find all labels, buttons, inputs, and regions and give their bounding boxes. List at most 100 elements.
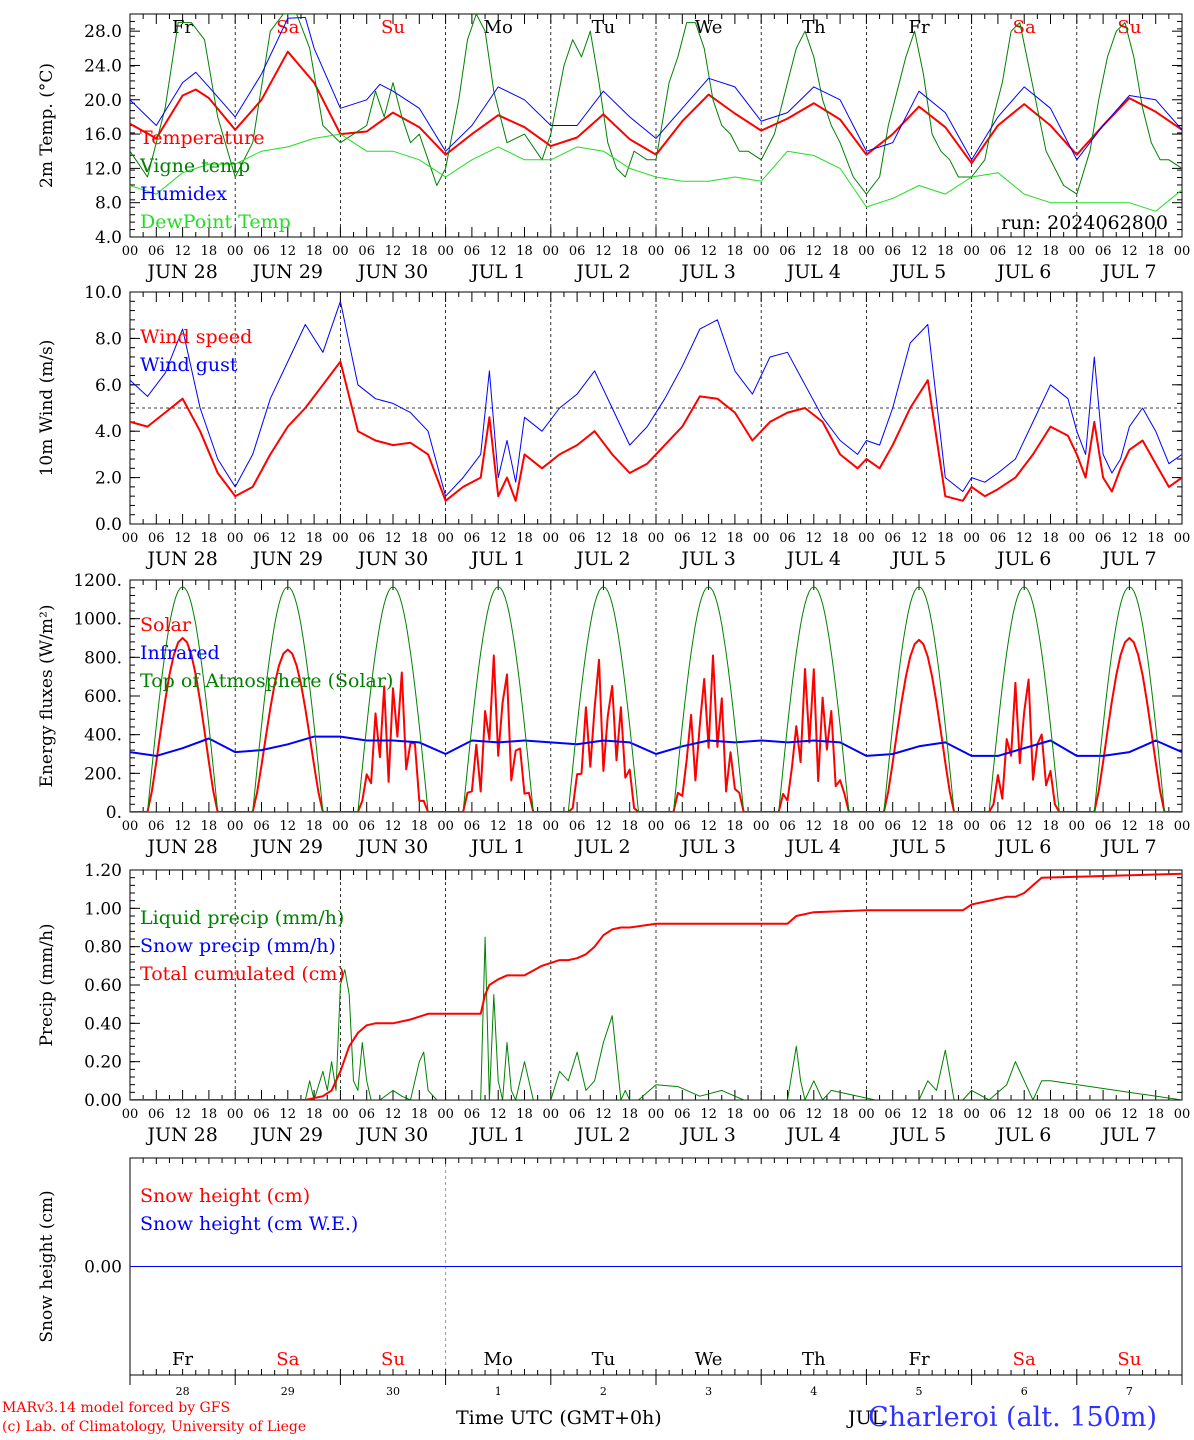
legend-entry: Wind speed (140, 326, 252, 348)
weekday-label: Su (1117, 17, 1141, 38)
legend-entry: Temperature (140, 127, 264, 149)
x-tick-label: 12 (806, 244, 823, 259)
x-tick-label: 12 (806, 1107, 823, 1122)
x-tick-label: 18 (306, 244, 323, 259)
x-tick-label: 06 (1095, 244, 1112, 259)
series-group (130, 872, 1182, 1100)
x-tick-label: 12 (806, 819, 823, 834)
day-number-label: 3 (705, 1385, 712, 1398)
x-tick-label: 12 (280, 531, 297, 546)
panel-wind: 10m Wind (m/s) 0.0 2.0 4.0 6.0 8.0 10.0 00 06 12 1… (37, 283, 1190, 570)
x-tick-label: 00 (543, 819, 560, 834)
y-tick-label: 200. (84, 764, 122, 784)
date-label: JUL 1 (469, 1124, 525, 1146)
x-tick-label: 18 (411, 531, 428, 546)
x-tick-label: 00 (1069, 244, 1086, 259)
x-tick-label: 12 (280, 244, 297, 259)
weekday-label: Fr (908, 1349, 929, 1370)
y-tick-label: 0.20 (84, 1053, 122, 1073)
panel-precip: Precip (mm/h) 0.00 0.20 0.40 0.60 0.80 1.00 1.2… (37, 861, 1190, 1146)
day-number-label: 6 (1021, 1385, 1028, 1398)
x-tick-label: 18 (727, 531, 744, 546)
x-tick-label: 18 (832, 244, 849, 259)
date-label: JUL 5 (890, 1124, 946, 1146)
y-tick-label: 24.0 (84, 56, 122, 76)
x-tick-label: 18 (516, 1107, 533, 1122)
x-tick-label: 12 (174, 244, 191, 259)
x-tick-label: 00 (543, 1107, 560, 1122)
legend-entry: Top of Atmosphere (Solar) (140, 670, 393, 692)
x-tick-label: 00 (858, 1107, 875, 1122)
x-tick-label: 12 (385, 531, 402, 546)
x-tick-label: 12 (1016, 1107, 1033, 1122)
x-tick-label: 00 (648, 819, 665, 834)
x-tick-label: 00 (648, 1107, 665, 1122)
date-label: JUN 30 (356, 261, 428, 283)
x-tick-label: 00 (648, 244, 665, 259)
x-tick-label: 06 (148, 819, 165, 834)
x-tick-label: 00 (1174, 244, 1191, 259)
y-axis-title: 2m Temp. (°C) (37, 63, 57, 188)
x-tick-label: 00 (858, 819, 875, 834)
x-tick-label: 00 (227, 1107, 244, 1122)
legend-entry: Snow height (cm) (140, 1185, 310, 1207)
x-tick-label: 06 (884, 531, 901, 546)
x-tick-label: 18 (832, 1107, 849, 1122)
date-label: JUN 29 (251, 548, 323, 570)
date-label: JUL 7 (1100, 261, 1156, 283)
x-tick-label: 18 (1147, 819, 1164, 834)
legend-entry: Vigne temp (139, 155, 250, 177)
x-tick-label: 12 (911, 819, 928, 834)
x-tick-label: 12 (595, 819, 612, 834)
y-tick-label: 28.0 (84, 22, 122, 42)
date-label: JUN 30 (356, 548, 428, 570)
weekday-label: Sa (1013, 17, 1036, 38)
x-tick-label: 00 (227, 819, 244, 834)
x-tick-label: 00 (437, 531, 454, 546)
x-tick-label: 12 (385, 1107, 402, 1122)
x-tick-label: 00 (122, 531, 139, 546)
y-tick-label: 12.0 (84, 159, 122, 179)
panel-energy: Energy fluxes (W/m²) 0. 200. 400. 600. 800. 10… (37, 571, 1190, 858)
x-tick-label: 12 (700, 1107, 717, 1122)
x-tick-label: 06 (990, 819, 1007, 834)
x-tick-label: 00 (227, 244, 244, 259)
x-tick-label: 12 (280, 819, 297, 834)
x-tick-label: 00 (543, 244, 560, 259)
x-tick-label: 00 (753, 244, 770, 259)
x-tick-label: 06 (1095, 819, 1112, 834)
x-tick-label: 06 (674, 819, 691, 834)
x-tick-label: 12 (911, 1107, 928, 1122)
weekday-label: Mo (484, 17, 513, 38)
legend-entry: Infrared (140, 642, 220, 664)
weekday-label: Tu (592, 17, 616, 38)
y-tick-label: 0.40 (84, 1014, 122, 1034)
panel-temp: 2m Temp. (°C) 4.0 8.0 12.0 16.0 20.0 24.0 28.0 0… (37, 13, 1191, 283)
x-tick-label: 12 (1016, 819, 1033, 834)
date-label: JUN 28 (145, 1124, 217, 1146)
x-tick-label: 12 (700, 531, 717, 546)
x-tick-label: 06 (253, 244, 270, 259)
legend-entry: Total cumulated (cm) (140, 963, 345, 985)
x-tick-label: 06 (569, 1107, 586, 1122)
series-group (130, 586, 1182, 812)
x-tick-label: 00 (1174, 1107, 1191, 1122)
day-number-label: 2 (600, 1385, 607, 1398)
series-vigne-temp (130, 14, 1182, 195)
x-tick-label: 18 (516, 531, 533, 546)
date-label: JUN 29 (251, 1124, 323, 1146)
x-tick-label: 06 (253, 1107, 270, 1122)
x-tick-label: 12 (595, 531, 612, 546)
date-label: JUL 4 (785, 1124, 841, 1146)
y-tick-label: 2.0 (95, 469, 122, 489)
x-tick-label: 00 (122, 1107, 139, 1122)
day-number-label: 7 (1126, 1385, 1133, 1398)
credit-line-2: (c) Lab. of Climatology, University of L… (2, 1419, 307, 1435)
x-tick-label: 00 (227, 531, 244, 546)
x-tick-label: 06 (569, 819, 586, 834)
date-label: JUL 1 (469, 548, 525, 570)
x-tick-label: 12 (280, 1107, 297, 1122)
weekday-label: Sa (276, 1349, 299, 1370)
weekday-label: Tu (592, 1349, 616, 1370)
